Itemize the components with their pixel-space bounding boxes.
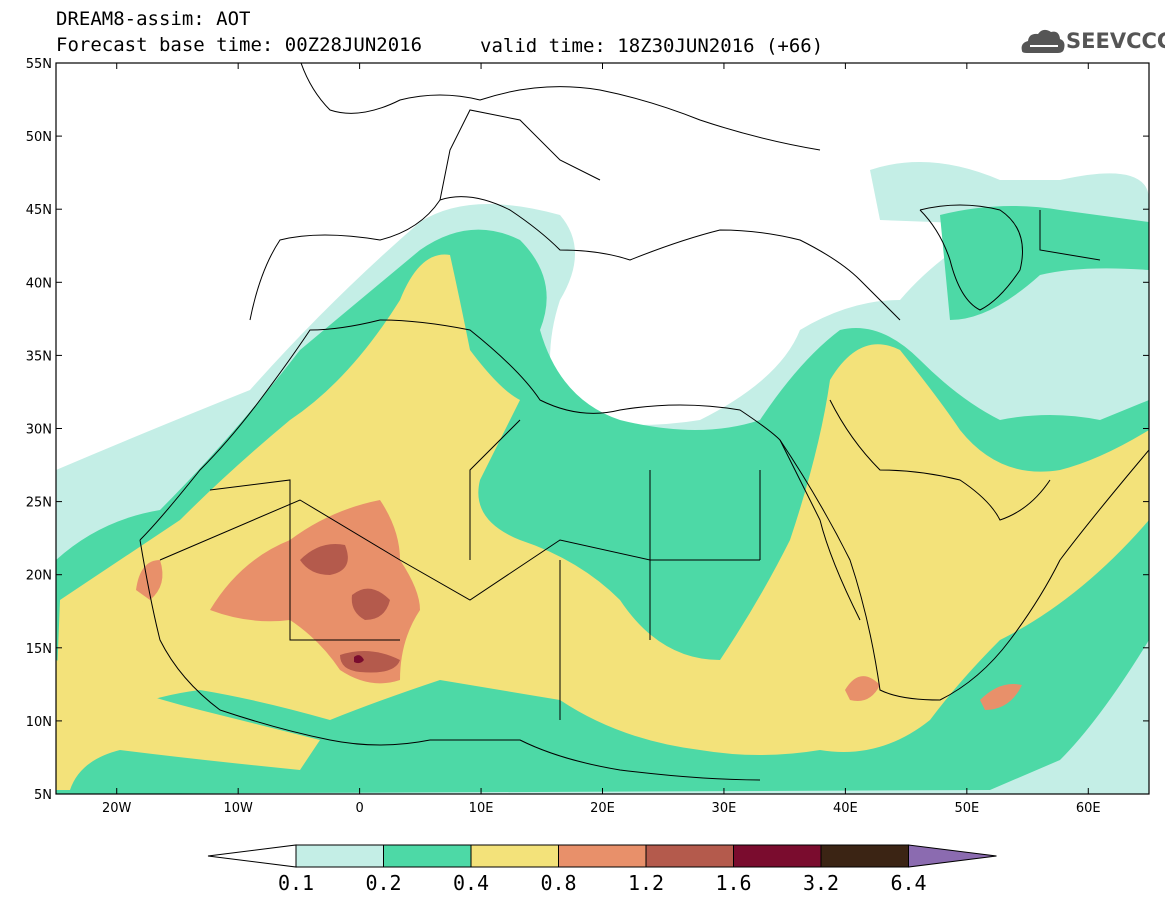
- aot-level-0.8-spot-c: [980, 684, 1022, 710]
- colorbar-swatch: [645, 844, 734, 868]
- colorbar-level-label: 0.2: [365, 871, 401, 895]
- colorbar-swatch: [470, 844, 559, 868]
- forecast-base-time: Forecast base time: 00Z28JUN2016: [56, 34, 423, 56]
- aot-level-0.8-spot-b: [845, 676, 880, 701]
- aot-level-1.2: [300, 544, 348, 575]
- lon-label: 20W: [102, 801, 132, 816]
- lat-label: 40N: [26, 276, 52, 291]
- lon-label: 20E: [590, 801, 615, 816]
- lat-label: 5N: [34, 788, 52, 803]
- aot-field: [56, 162, 1149, 794]
- cloud-logo-icon: [1021, 29, 1065, 53]
- seevccc-logo-text: SEEVCCC: [1066, 29, 1165, 53]
- lat-label: 30N: [26, 423, 52, 438]
- lon-label: 10W: [223, 801, 253, 816]
- aot-level-0.8-spot-a: [136, 560, 163, 600]
- valid-time: valid time: 18Z30JUN2016 (+66): [480, 35, 824, 57]
- longitude-axis: 20W 10W 0 10E 20E 30E 40E 50E 60E: [102, 63, 1101, 816]
- aot-level-0.2-caspian: [940, 206, 1149, 320]
- lon-label: 40E: [833, 801, 858, 816]
- lat-label: 45N: [26, 203, 52, 218]
- aot-level-1.2-b: [351, 588, 390, 620]
- colorbar-swatch: [558, 844, 647, 868]
- aot-level-0.8: [210, 500, 420, 684]
- colorbar-level-label: 6.4: [890, 871, 926, 895]
- lon-label: 0: [355, 801, 363, 816]
- latitude-axis: 5N 10N 15N 20N 25N 30N 35N 40N 45N 50N 55N: [26, 57, 1149, 803]
- colorbar-level-label: 0.4: [453, 871, 489, 895]
- lat-label: 35N: [26, 349, 52, 364]
- map-title: DREAM8-assim: AOT: [56, 8, 251, 30]
- aot-level-1.6: [354, 655, 364, 664]
- colorbar-level-label: 0.8: [540, 871, 576, 895]
- coastlines: [139, 63, 1149, 781]
- lat-label: 50N: [26, 130, 52, 145]
- lat-label: 10N: [26, 715, 52, 730]
- lat-label: 55N: [26, 57, 52, 72]
- colorbar-swatch: [820, 844, 909, 868]
- colorbar-level-label: 1.2: [628, 871, 664, 895]
- colorbar: 0.1 0.2 0.4 0.8 1.2 1.6 3.2 6.4: [207, 844, 997, 895]
- lat-label: 25N: [26, 496, 52, 511]
- colorbar-swatch: [295, 844, 384, 868]
- colorbar-swatch: [383, 844, 472, 868]
- lon-label: 50E: [954, 801, 979, 816]
- colorbar-level-label: 0.1: [278, 871, 314, 895]
- lon-label: 10E: [469, 801, 494, 816]
- lon-label: 30E: [712, 801, 737, 816]
- colorbar-left-arrow: [207, 844, 297, 868]
- lon-label: 60E: [1076, 801, 1101, 816]
- colorbar-level-label: 1.6: [715, 871, 751, 895]
- lat-label: 15N: [26, 642, 52, 657]
- aot-level-0.4-left-strip: [56, 660, 320, 790]
- lat-label: 20N: [26, 569, 52, 584]
- colorbar-right-arrow: [908, 844, 997, 868]
- colorbar-swatch: [733, 844, 822, 868]
- colorbar-level-label: 3.2: [803, 871, 839, 895]
